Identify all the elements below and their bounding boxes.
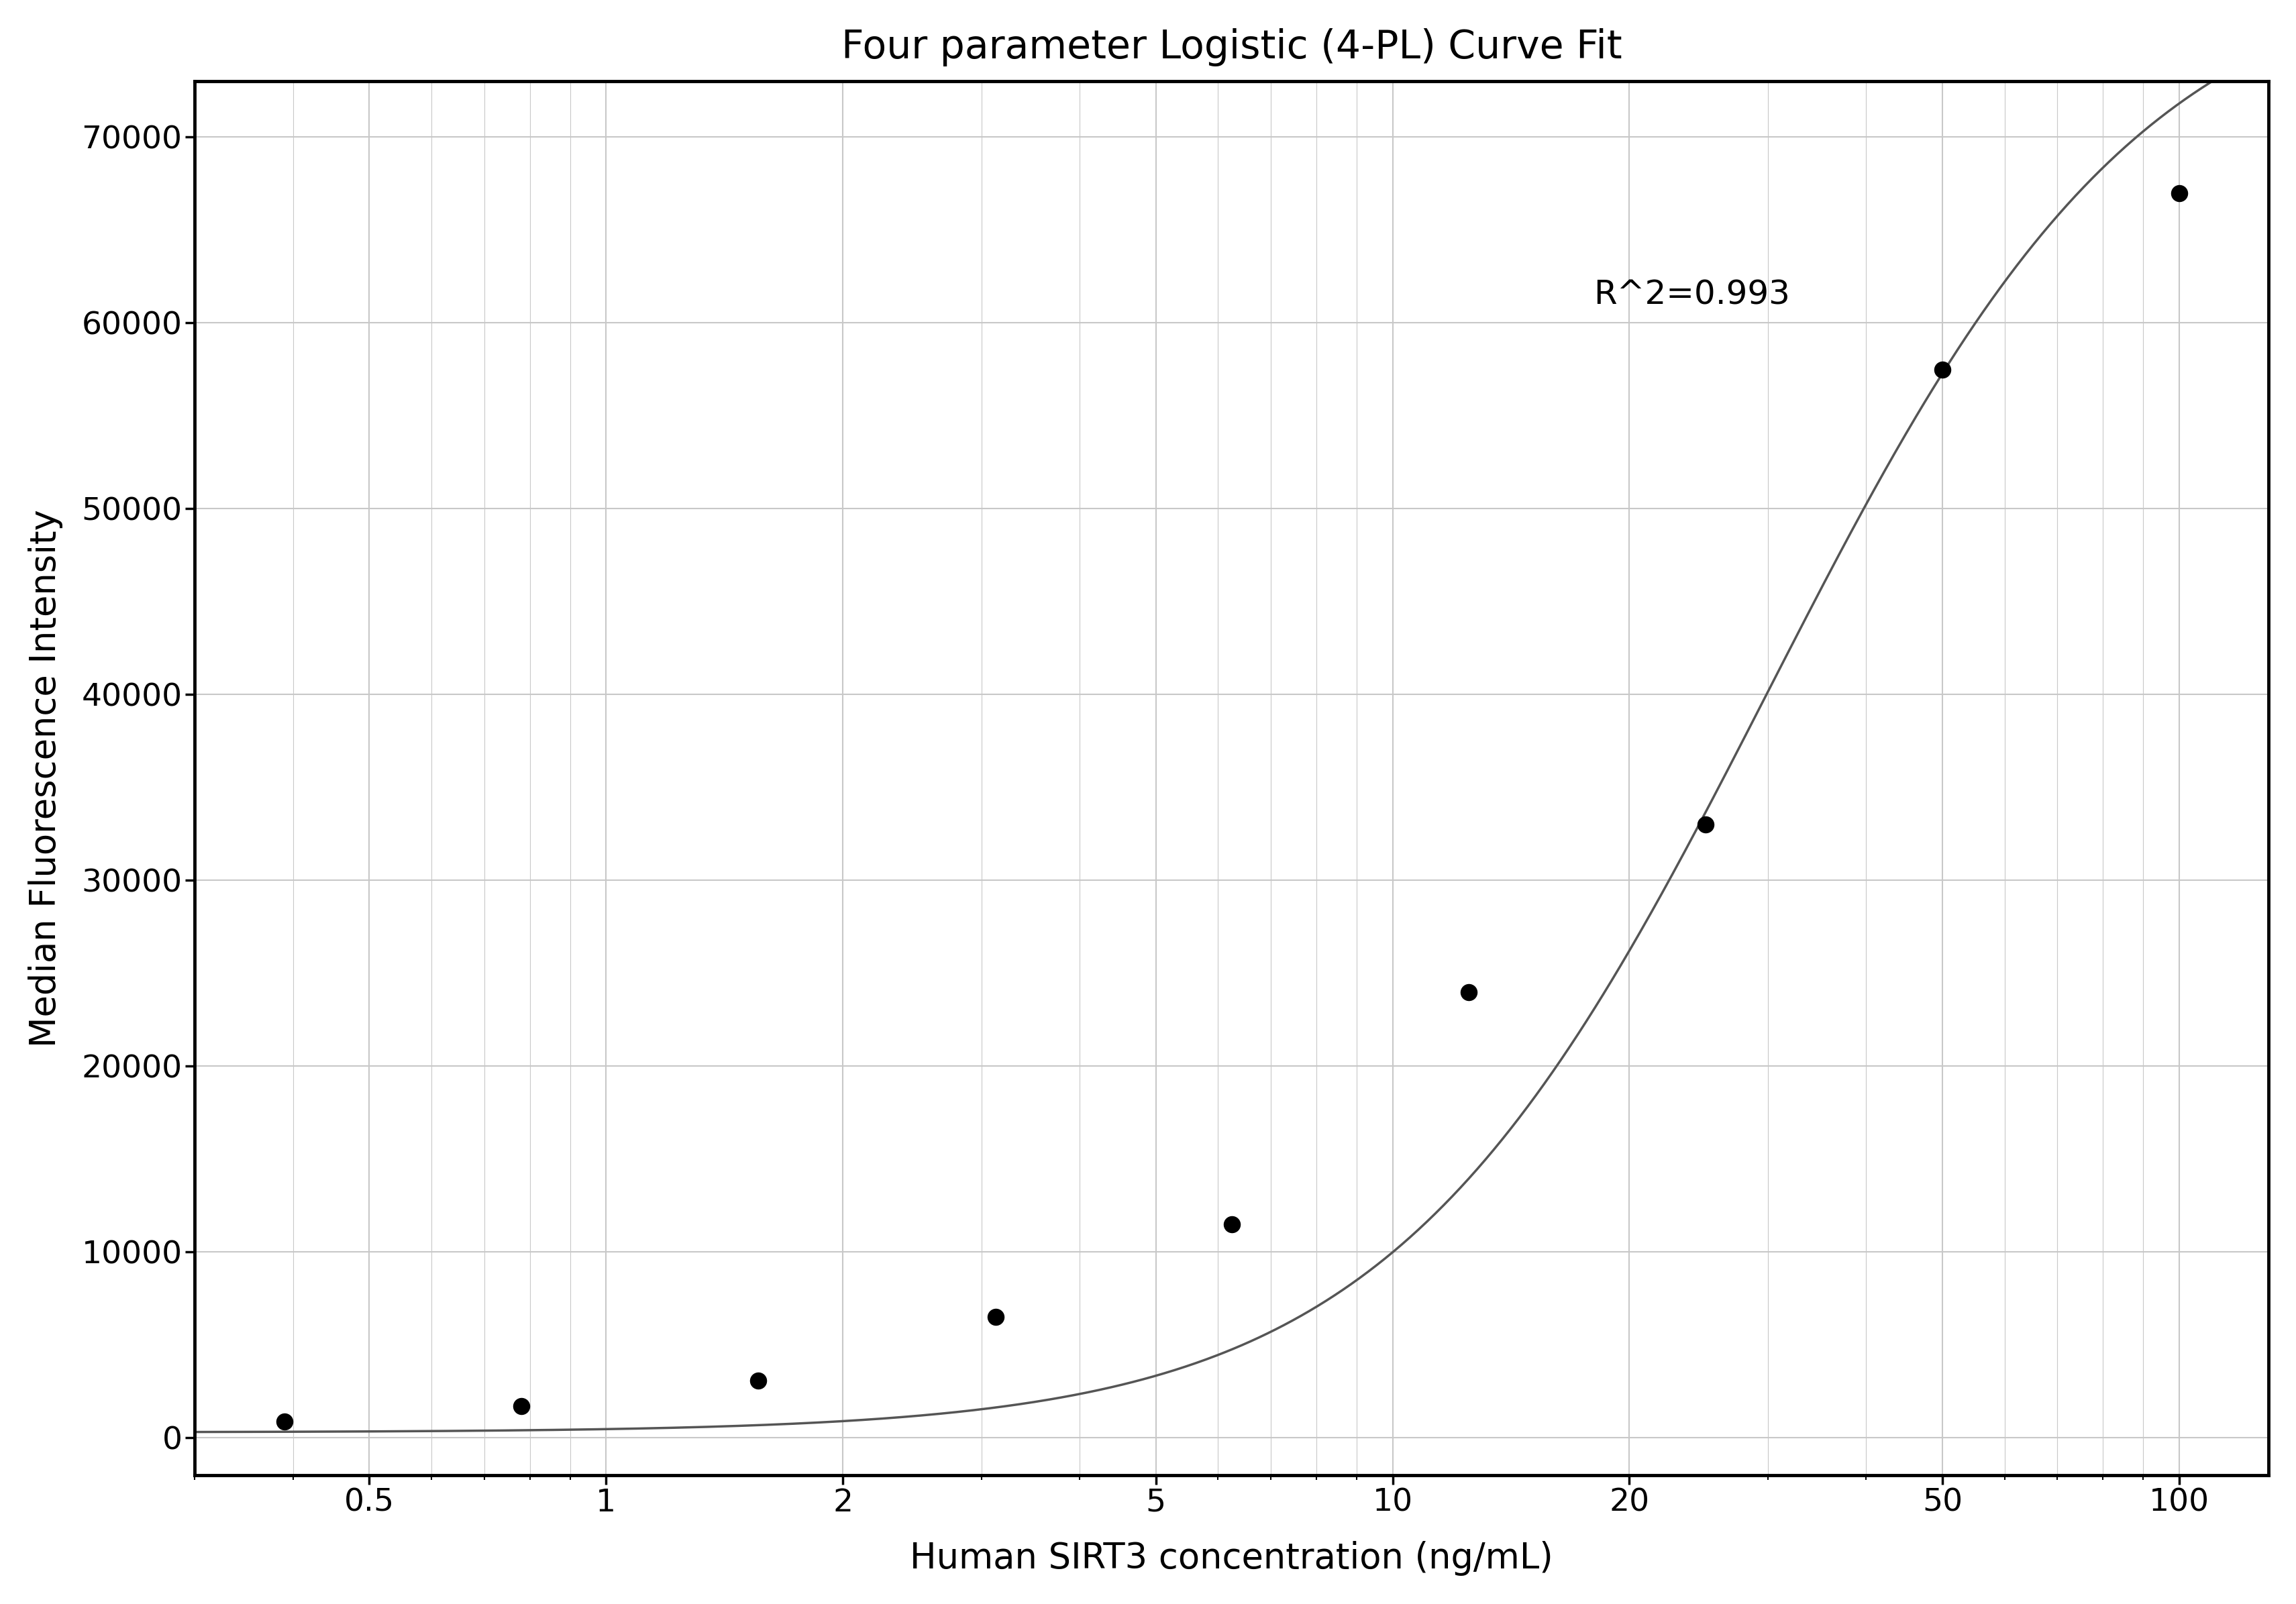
Point: [1212, 1211, 1249, 1237]
Y-axis label: Median Fluorescence Intensity: Median Fluorescence Intensity: [28, 510, 62, 1047]
Point: [503, 1394, 540, 1420]
Point: [1688, 812, 1724, 837]
Point: [739, 1368, 776, 1394]
Point: [2161, 180, 2197, 205]
Title: Four parameter Logistic (4-PL) Curve Fit: Four parameter Logistic (4-PL) Curve Fit: [840, 27, 1621, 66]
Point: [266, 1408, 303, 1434]
Point: [978, 1304, 1015, 1330]
Point: [1451, 978, 1488, 1004]
Point: [1924, 356, 1961, 382]
X-axis label: Human SIRT3 concentration (ng/mL): Human SIRT3 concentration (ng/mL): [909, 1541, 1552, 1577]
Text: R^2=0.993: R^2=0.993: [1593, 279, 1789, 311]
